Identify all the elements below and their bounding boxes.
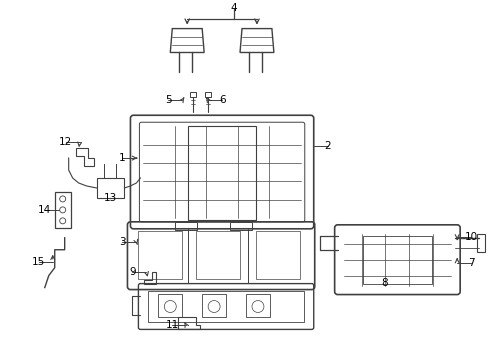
Bar [148,291,303,323]
Text: 10: 10 [464,232,477,242]
Bar [362,236,431,284]
Text: 15: 15 [32,257,45,267]
Text: 11: 11 [165,320,179,330]
Text: 12: 12 [59,137,72,147]
Text: 3: 3 [119,237,125,247]
Text: 9: 9 [129,267,136,276]
Text: 7: 7 [467,258,473,268]
Bar [245,293,269,318]
Text: 14: 14 [38,205,51,215]
Bar [188,126,255,220]
Text: 1: 1 [119,153,125,163]
Bar [138,231,182,279]
Bar [55,192,71,228]
Text: 5: 5 [164,95,171,105]
Bar [175,222,197,230]
Bar [229,222,251,230]
Text: 13: 13 [103,193,117,203]
Bar [158,293,182,318]
Bar [190,92,196,97]
Text: 2: 2 [324,141,330,151]
Text: 4: 4 [230,3,237,13]
Bar [476,234,484,252]
Bar [96,178,124,198]
Bar [255,231,299,279]
Bar [205,92,211,97]
Text: 8: 8 [380,278,387,288]
Bar [196,231,240,279]
Text: 6: 6 [218,95,225,105]
Bar [202,293,225,318]
